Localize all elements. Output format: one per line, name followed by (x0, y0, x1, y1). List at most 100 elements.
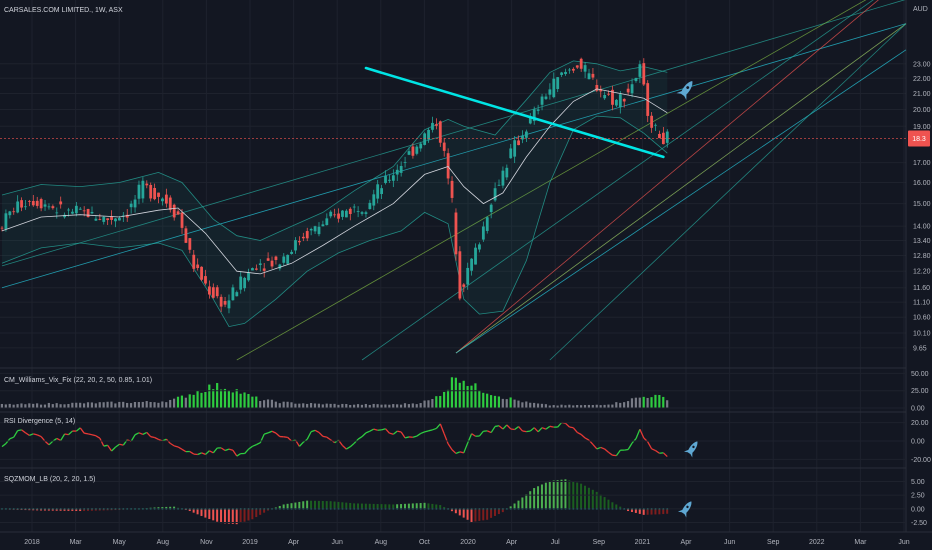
vix-bar (302, 403, 305, 408)
sqz-bar (376, 504, 379, 509)
gann-fan-lines[interactable] (1, 0, 907, 361)
candle-body (388, 179, 391, 181)
vix-bar (317, 403, 320, 408)
sqz-bar (587, 487, 590, 509)
sqz-title[interactable]: SQZMOM_LB (20, 2, 20, 1.5) (4, 476, 95, 483)
time-tick-label: Oct (419, 539, 430, 546)
price-axis[interactable]: 23.00 22.00 21.00 20.00 19.00 17.00 16.00 15.00… (913, 61, 931, 352)
vix-bar (188, 394, 191, 408)
sqz-bar (83, 508, 86, 511)
rsi-segment (111, 446, 116, 452)
vix-bar (24, 404, 27, 408)
vix-bar (333, 403, 336, 408)
sqz-bar (40, 508, 43, 511)
vix-bar (587, 404, 591, 408)
candle-body (548, 89, 552, 95)
rsi-segment (1, 443, 7, 448)
candle-body (470, 258, 474, 271)
sqz-bar (255, 508, 258, 518)
cyan-trendline[interactable] (364, 66, 665, 159)
price-tick-label: 15.00 (913, 201, 931, 208)
candle-body (161, 198, 164, 202)
rsi-segment (346, 446, 351, 450)
rsi-segment (494, 425, 500, 428)
time-tick-label: Apr (506, 539, 518, 546)
rsi-segment (36, 434, 42, 438)
time-axis[interactable]: 2018 Mar May Aug Nov 2019 Apr Jun Aug Oct 2020 Apr J… (24, 539, 910, 546)
vix-bar (94, 403, 97, 408)
sqz-bar (278, 505, 281, 509)
rsi-segment (48, 440, 54, 446)
candle-body (74, 205, 78, 214)
candle-body (208, 286, 211, 295)
rsi-title[interactable]: RSI Divergence (5, 14) (4, 418, 75, 425)
vix-bar (266, 399, 270, 408)
vix-bar (654, 394, 657, 408)
rsi-segment (529, 427, 535, 432)
candle-body (607, 93, 610, 95)
rsi-segment (306, 431, 312, 440)
vix-bar (325, 403, 328, 408)
indicator-tick-label: 0.00 (911, 406, 925, 413)
sqz-bar (544, 482, 547, 509)
sqz-bar (662, 508, 665, 515)
candle-body (12, 211, 16, 213)
sqz-bar (486, 508, 489, 520)
rsi-segment (60, 433, 66, 441)
candle-body (564, 71, 567, 75)
price-tick-label: 10.10 (913, 331, 931, 338)
time-tick-label: Mar (70, 539, 83, 546)
vix-bar (216, 383, 219, 408)
price-tick-label: 22.00 (913, 76, 931, 83)
vix-bar (259, 401, 262, 408)
candle-body (485, 217, 489, 231)
sqz-bar (216, 508, 219, 522)
rsi-segment (150, 436, 155, 439)
candle-body (8, 211, 12, 216)
rsi-segment (130, 434, 136, 442)
time-tick-label: May (113, 539, 127, 546)
candle-body (59, 201, 63, 205)
rsi-segment (177, 446, 183, 450)
rsi-segment (514, 426, 519, 431)
vix-bar (564, 405, 567, 408)
candle-body (262, 268, 266, 271)
sqz-bar (423, 502, 426, 509)
candle-body (478, 244, 481, 250)
rsi-segment (349, 442, 355, 448)
sqz-bar (521, 497, 524, 509)
vix-bar (67, 403, 70, 408)
price-tick-label: 12.20 (913, 269, 931, 276)
rsi-segment (392, 430, 398, 435)
sqz-bar (415, 503, 418, 509)
candle-body (282, 256, 286, 263)
vix-title[interactable]: CM_Williams_Vix_Fix (22, 20, 2, 50, 0.85… (4, 377, 152, 384)
rsi-divergence-panel (1, 421, 668, 458)
sqz-bar (306, 500, 309, 509)
symbol-title[interactable]: CARSALES.COM LIMITED., 1W, ASX (4, 7, 123, 14)
vix-bar (239, 393, 242, 408)
sqz-bar (63, 508, 66, 511)
candle-body (266, 258, 270, 261)
rsi-segment (56, 437, 61, 442)
rsi-segment (357, 436, 363, 440)
sqz-bar (364, 503, 367, 509)
candle-body (442, 142, 446, 151)
sqz-bar (384, 504, 387, 509)
candle-body (454, 212, 458, 255)
fan-line (549, 23, 907, 361)
rsi-segment (181, 448, 187, 453)
rsi-segment (404, 436, 410, 439)
sqz-bar (302, 501, 305, 509)
vix-bar (137, 402, 140, 408)
vix-bar (466, 386, 469, 408)
vix-bar (204, 392, 207, 408)
sqz-bar (51, 508, 54, 511)
rsi-segment (342, 445, 347, 450)
candle-body (517, 140, 520, 146)
vix-bar (329, 403, 332, 408)
vix-bar (63, 404, 66, 408)
sqz-bar (71, 508, 74, 511)
vix-bar (623, 402, 626, 408)
